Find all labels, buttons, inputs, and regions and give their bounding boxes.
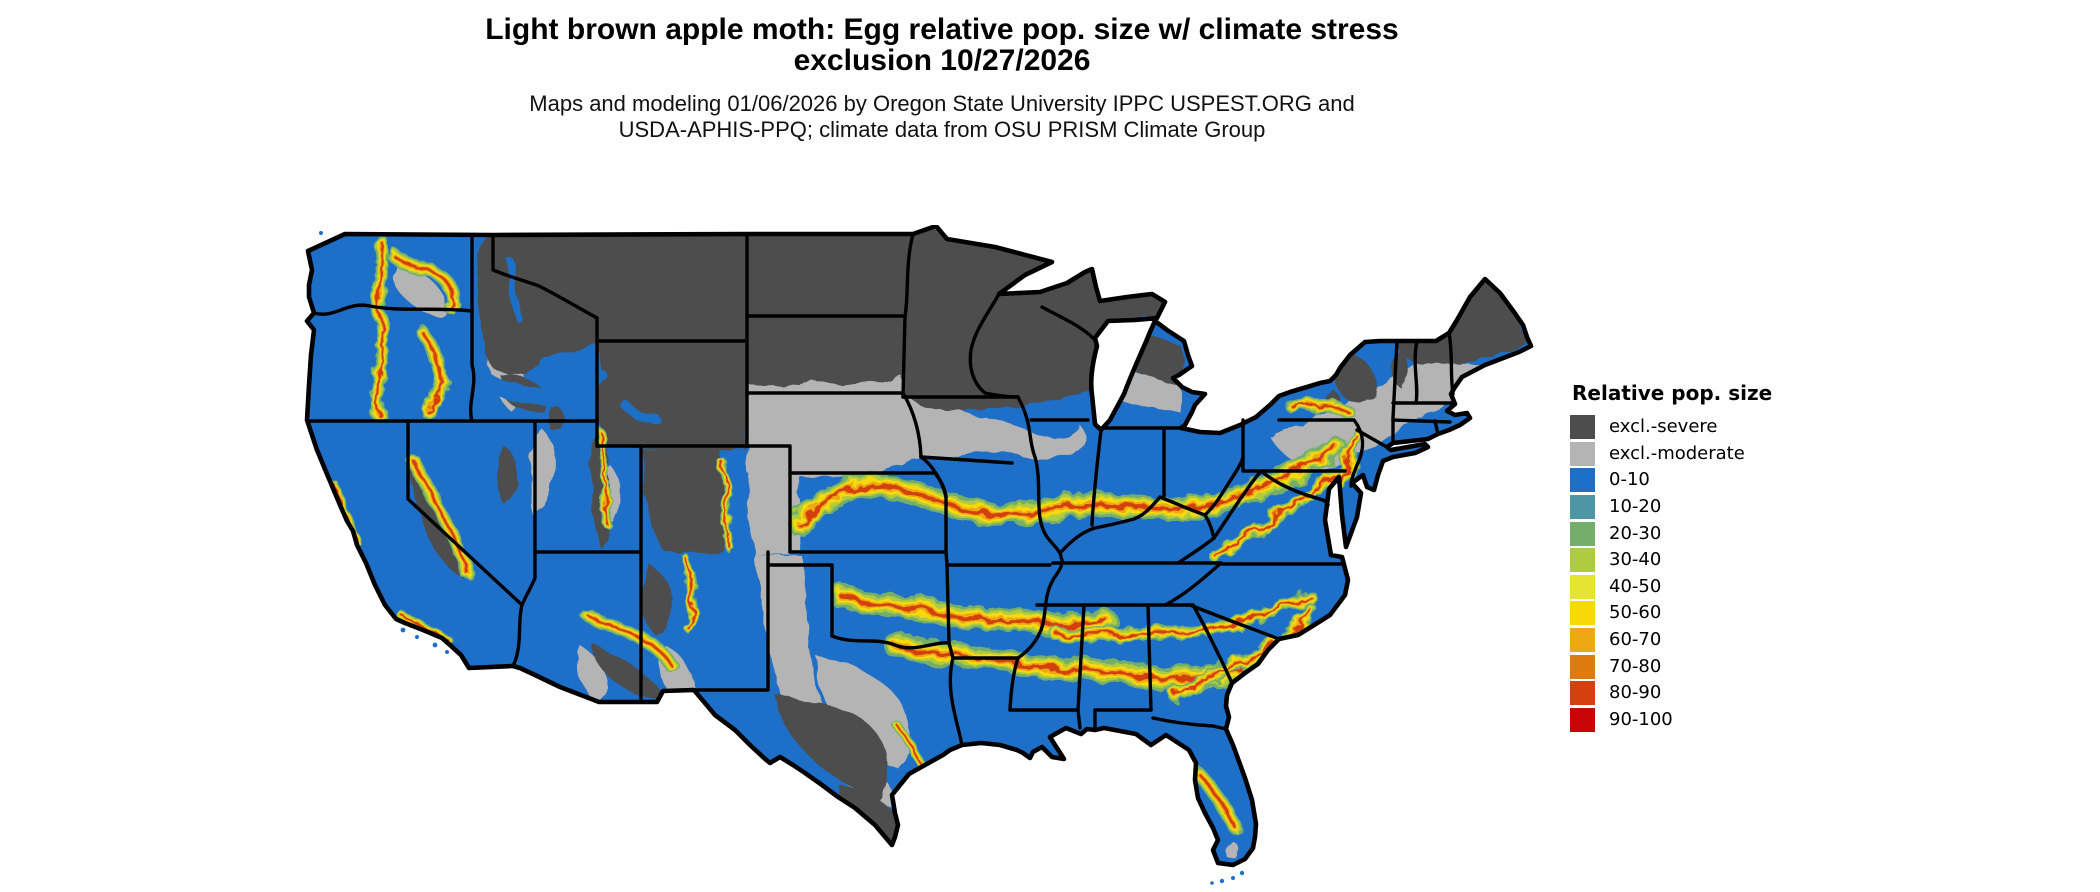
legend-item: 40-50 (1570, 574, 1820, 601)
legend-swatch (1570, 521, 1595, 546)
legend-label: 20-30 (1609, 522, 1662, 544)
legend-rows: excl.-severe excl.-moderate 0-10 10-20 20-30… (1570, 414, 1820, 733)
us-map (295, 225, 1545, 885)
legend-label: 50-60 (1609, 602, 1662, 624)
legend-swatch (1570, 574, 1595, 599)
legend-item: 20-30 (1570, 520, 1820, 547)
map-title: Light brown apple moth: Egg relative pop… (0, 14, 1884, 76)
band-sangre-de-cristo (687, 560, 693, 631)
legend-swatch (1570, 707, 1595, 732)
legend-label: 60-70 (1609, 629, 1662, 651)
legend-label: 30-40 (1609, 549, 1662, 571)
map-subtitle: Maps and modeling 01/06/2026 by Oregon S… (0, 91, 1884, 143)
legend-item: 80-90 (1570, 680, 1820, 707)
legend-item: excl.-severe (1570, 414, 1820, 441)
offshore-islands (319, 231, 1245, 885)
legend-label: excl.-severe (1609, 416, 1718, 438)
legend-swatch (1570, 495, 1595, 520)
legend-swatch (1570, 681, 1595, 706)
legend-item: 60-70 (1570, 627, 1820, 654)
legend-item: 70-80 (1570, 653, 1820, 680)
legend-swatch (1570, 415, 1595, 440)
legend-item: 30-40 (1570, 547, 1820, 574)
legend-label: 70-80 (1609, 655, 1662, 677)
legend-item: 50-60 (1570, 600, 1820, 627)
legend-label: 90-100 (1609, 708, 1673, 730)
legend-label: 0-10 (1609, 469, 1650, 491)
legend-label: 40-50 (1609, 575, 1662, 597)
legend-swatch (1570, 468, 1595, 493)
band-front-range (723, 463, 729, 547)
legend-swatch (1570, 441, 1595, 466)
map-subtitle-line2: USDA-APHIS-PPQ; climate data from OSU PR… (618, 117, 1266, 142)
band-cascades (377, 241, 382, 415)
legend-item: 0-10 (1570, 467, 1820, 494)
legend-swatch (1570, 628, 1595, 653)
legend-swatch (1570, 548, 1595, 573)
map-title-line2: exclusion 10/27/2026 (793, 44, 1091, 77)
us-map-svg (295, 225, 1545, 885)
legend-label: 80-90 (1609, 682, 1662, 704)
legend-item: 90-100 (1570, 707, 1820, 734)
legend-item: excl.-moderate (1570, 441, 1820, 468)
legend: Relative pop. size excl.-severe excl.-mod… (1570, 381, 1820, 733)
legend-item: 10-20 (1570, 494, 1820, 521)
map-title-line1: Light brown apple moth: Egg relative pop… (485, 13, 1399, 46)
legend-title: Relative pop. size (1572, 381, 1773, 405)
legend-label: 10-20 (1609, 496, 1662, 518)
map-subtitle-line1: Maps and modeling 01/06/2026 by Oregon S… (529, 91, 1355, 116)
state-borders (305, 232, 1455, 747)
legend-swatch (1570, 654, 1595, 679)
region-snake-river-plain (487, 257, 660, 424)
legend-label: excl.-moderate (1609, 442, 1745, 464)
legend-swatch (1570, 601, 1595, 626)
